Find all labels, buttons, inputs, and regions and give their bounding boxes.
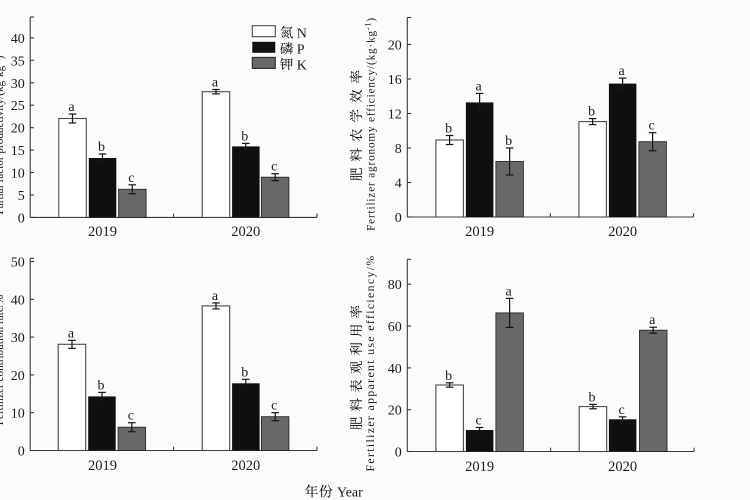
svg-text:60: 60 bbox=[388, 320, 402, 335]
svg-text:16: 16 bbox=[388, 73, 402, 88]
svg-text:Fertilizer agronomy efficiency: Fertilizer agronomy efficiency/(kg·kg-1) bbox=[364, 17, 378, 231]
svg-text:a: a bbox=[68, 326, 75, 341]
svg-text:c: c bbox=[271, 399, 277, 414]
svg-text:40: 40 bbox=[11, 293, 25, 308]
svg-text:2019: 2019 bbox=[465, 224, 494, 240]
svg-text:10: 10 bbox=[11, 167, 25, 182]
svg-text:a: a bbox=[212, 76, 219, 91]
svg-text:b: b bbox=[589, 390, 596, 405]
svg-text:2020: 2020 bbox=[608, 459, 637, 475]
svg-text:Partial factor productivity/(k: Partial factor productivity/(kg·kg-1) bbox=[0, 55, 6, 214]
svg-text:c: c bbox=[128, 409, 134, 424]
svg-text:5: 5 bbox=[18, 189, 25, 204]
svg-text:Year: Year bbox=[337, 486, 363, 500]
svg-text:b: b bbox=[588, 105, 595, 120]
svg-text:a: a bbox=[68, 100, 75, 115]
svg-text:a: a bbox=[505, 284, 512, 299]
svg-text:b: b bbox=[505, 134, 512, 149]
svg-text:2020: 2020 bbox=[608, 224, 637, 240]
svg-text:b: b bbox=[445, 369, 452, 384]
svg-text:30: 30 bbox=[11, 77, 25, 92]
svg-text:15: 15 bbox=[11, 144, 25, 159]
svg-text:Fertilizer apparent use effici: Fertilizer apparent use efficiency/% bbox=[363, 254, 377, 471]
svg-text:0: 0 bbox=[18, 211, 25, 226]
svg-text:a: a bbox=[212, 289, 219, 304]
svg-text:4: 4 bbox=[395, 177, 402, 192]
svg-text:25: 25 bbox=[11, 99, 25, 114]
svg-text:c: c bbox=[271, 160, 277, 175]
svg-text:2020: 2020 bbox=[231, 224, 260, 240]
svg-text:2019: 2019 bbox=[88, 224, 117, 240]
svg-text:12: 12 bbox=[388, 108, 402, 123]
svg-text:8: 8 bbox=[395, 142, 402, 157]
svg-text:Fertilizer contribution rate/%: Fertilizer contribution rate/% bbox=[0, 295, 6, 425]
svg-text:2019: 2019 bbox=[465, 459, 494, 475]
svg-text:10: 10 bbox=[11, 407, 25, 422]
svg-text:b: b bbox=[98, 140, 105, 155]
svg-text:0: 0 bbox=[18, 445, 25, 460]
svg-text:20: 20 bbox=[11, 369, 25, 384]
svg-text:N: N bbox=[297, 27, 307, 42]
svg-text:a: a bbox=[649, 313, 656, 328]
svg-text:a: a bbox=[475, 79, 482, 94]
svg-text:20: 20 bbox=[11, 122, 25, 137]
svg-text:b: b bbox=[98, 378, 105, 393]
svg-text:2020: 2020 bbox=[231, 458, 260, 474]
svg-text:50: 50 bbox=[11, 256, 25, 271]
svg-text:20: 20 bbox=[388, 39, 402, 54]
svg-text:40: 40 bbox=[11, 32, 25, 47]
svg-text:0: 0 bbox=[395, 446, 402, 461]
svg-text:c: c bbox=[618, 403, 624, 418]
svg-text:a: a bbox=[618, 64, 625, 79]
svg-text:b: b bbox=[241, 365, 248, 380]
svg-text:20: 20 bbox=[388, 404, 402, 419]
svg-text:40: 40 bbox=[388, 362, 402, 377]
svg-text:c: c bbox=[475, 414, 481, 429]
svg-text:0: 0 bbox=[395, 211, 402, 226]
svg-text:2019: 2019 bbox=[88, 458, 117, 474]
svg-text:35: 35 bbox=[11, 54, 25, 69]
svg-text:b: b bbox=[445, 122, 452, 137]
svg-text:b: b bbox=[241, 129, 248, 144]
svg-text:80: 80 bbox=[388, 278, 402, 293]
svg-text:c: c bbox=[648, 119, 654, 134]
svg-text:P: P bbox=[297, 43, 305, 58]
svg-text:K: K bbox=[297, 58, 307, 73]
svg-text:c: c bbox=[128, 171, 134, 186]
svg-text:30: 30 bbox=[11, 331, 25, 346]
